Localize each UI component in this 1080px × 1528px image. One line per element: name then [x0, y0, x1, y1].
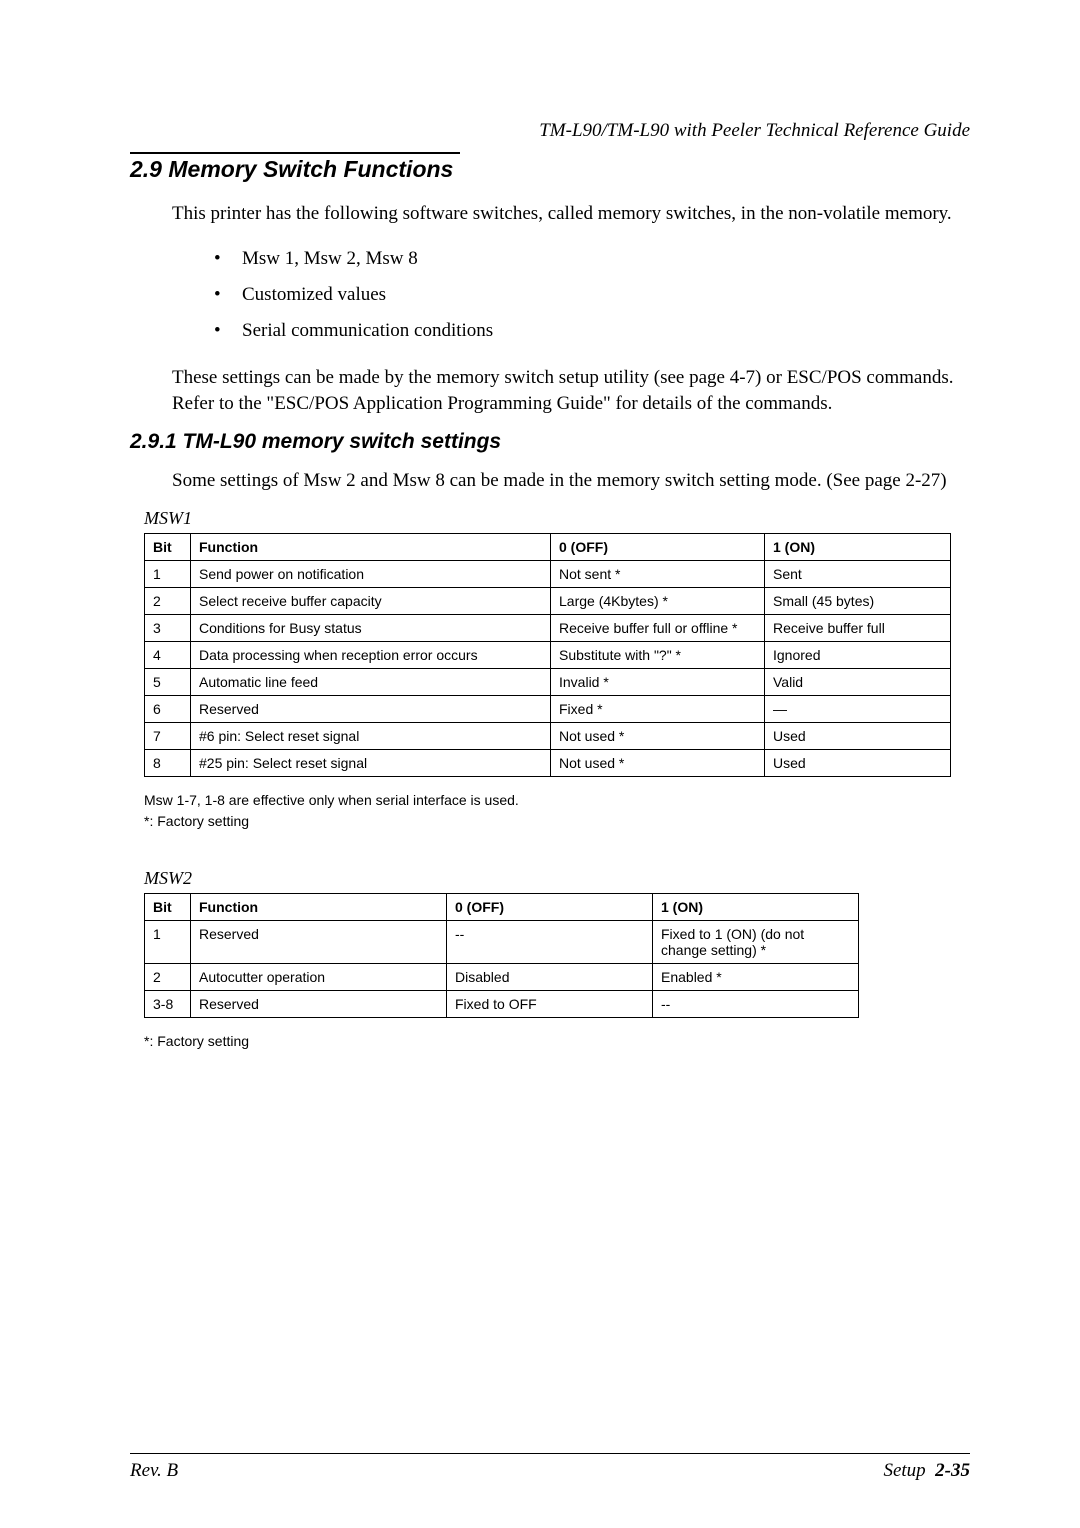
cell: 7 — [145, 722, 191, 749]
cell: Not used * — [551, 749, 765, 776]
cell: -- — [447, 921, 653, 964]
footnote-msw1-b: *: Factory setting — [144, 812, 970, 832]
cell: Invalid * — [551, 668, 765, 695]
page: TM-L90/TM-L90 with Peeler Technical Refe… — [0, 0, 1080, 1528]
col-header-off: 0 (OFF) — [447, 894, 653, 921]
footnote-msw2: *: Factory setting — [144, 1032, 970, 1052]
table-row: 2 Autocutter operation Disabled Enabled … — [145, 964, 859, 991]
table-row: 6 Reserved Fixed * — — [145, 695, 951, 722]
cell: Data processing when reception error occ… — [191, 641, 551, 668]
subsection-title: 2.9.1 TM-L90 memory switch settings — [130, 430, 970, 454]
page-footer: Rev. B Setup 2-35 — [130, 1453, 970, 1482]
cell: Large (4Kbytes) * — [551, 587, 765, 614]
col-header-on: 1 (ON) — [653, 894, 859, 921]
table-body-msw1: 1 Send power on notification Not sent * … — [145, 560, 951, 776]
cell: Autocutter operation — [191, 964, 447, 991]
cell: Reserved — [191, 695, 551, 722]
cell: Not sent * — [551, 560, 765, 587]
footnote-msw1-a: Msw 1-7, 1-8 are effective only when ser… — [144, 791, 970, 811]
cell: Small (45 bytes) — [765, 587, 951, 614]
table-row: 1 Send power on notification Not sent * … — [145, 560, 951, 587]
table-row: 1 Reserved -- Fixed to 1 (ON) (do not ch… — [145, 921, 859, 964]
cell: Send power on notification — [191, 560, 551, 587]
table-row: 3-8 Reserved Fixed to OFF -- — [145, 991, 859, 1018]
cell: -- — [653, 991, 859, 1018]
cell: Conditions for Busy status — [191, 614, 551, 641]
table-row: 3 Conditions for Busy status Receive buf… — [145, 614, 951, 641]
col-header-bit: Bit — [145, 533, 191, 560]
table-msw1: Bit Function 0 (OFF) 1 (ON) 1 Send power… — [144, 533, 951, 777]
col-header-function: Function — [191, 894, 447, 921]
footer-chapter: Setup — [883, 1460, 925, 1481]
cell: Select receive buffer capacity — [191, 587, 551, 614]
table-label-msw1: MSW1 — [144, 508, 970, 529]
table-row: 4 Data processing when reception error o… — [145, 641, 951, 668]
footer-page: Setup 2-35 — [883, 1460, 970, 1482]
intro-paragraph: This printer has the following software … — [172, 201, 970, 227]
table-body-msw2: 1 Reserved -- Fixed to 1 (ON) (do not ch… — [145, 921, 859, 1018]
cell: Used — [765, 749, 951, 776]
cell: #25 pin: Select reset signal — [191, 749, 551, 776]
header-reference: TM-L90/TM-L90 with Peeler Technical Refe… — [130, 120, 970, 142]
cell: 6 — [145, 695, 191, 722]
col-header-bit: Bit — [145, 894, 191, 921]
cell: Valid — [765, 668, 951, 695]
cell: Automatic line feed — [191, 668, 551, 695]
bullet-list: Msw 1, Msw 2, Msw 8 Customized values Se… — [214, 241, 970, 349]
cell: 3 — [145, 614, 191, 641]
cell: Used — [765, 722, 951, 749]
footer-revision: Rev. B — [130, 1460, 178, 1482]
table-row: 8 #25 pin: Select reset signal Not used … — [145, 749, 951, 776]
bullet-item: Serial communication conditions — [214, 313, 970, 349]
cell: — — [765, 695, 951, 722]
cell: Not used * — [551, 722, 765, 749]
cell: 2 — [145, 964, 191, 991]
section-rule — [130, 152, 460, 154]
table-header-row: Bit Function 0 (OFF) 1 (ON) — [145, 894, 859, 921]
bullet-item: Msw 1, Msw 2, Msw 8 — [214, 241, 970, 277]
cell: 1 — [145, 921, 191, 964]
cell: Disabled — [447, 964, 653, 991]
footer-pagenum: 2-35 — [935, 1460, 970, 1481]
col-header-on: 1 (ON) — [765, 533, 951, 560]
cell: Reserved — [191, 921, 447, 964]
cell: #6 pin: Select reset signal — [191, 722, 551, 749]
table-row: 7 #6 pin: Select reset signal Not used *… — [145, 722, 951, 749]
col-header-off: 0 (OFF) — [551, 533, 765, 560]
cell: Fixed to 1 (ON) (do not change setting) … — [653, 921, 859, 964]
cell: Substitute with "?" * — [551, 641, 765, 668]
table-row: 2 Select receive buffer capacity Large (… — [145, 587, 951, 614]
cell: Enabled * — [653, 964, 859, 991]
section-title: 2.9 Memory Switch Functions — [130, 156, 970, 183]
table-header-row: Bit Function 0 (OFF) 1 (ON) — [145, 533, 951, 560]
cell: 4 — [145, 641, 191, 668]
table-label-msw2: MSW2 — [144, 868, 970, 889]
cell: 5 — [145, 668, 191, 695]
cell: Sent — [765, 560, 951, 587]
table-msw2: Bit Function 0 (OFF) 1 (ON) 1 Reserved -… — [144, 893, 859, 1018]
cell: Receive buffer full — [765, 614, 951, 641]
cell: 1 — [145, 560, 191, 587]
cell: 8 — [145, 749, 191, 776]
cell: 2 — [145, 587, 191, 614]
paragraph-settings: These settings can be made by the memory… — [172, 365, 970, 416]
table-row: 5 Automatic line feed Invalid * Valid — [145, 668, 951, 695]
cell: Reserved — [191, 991, 447, 1018]
cell: Fixed to OFF — [447, 991, 653, 1018]
cell: Ignored — [765, 641, 951, 668]
subsection-paragraph: Some settings of Msw 2 and Msw 8 can be … — [172, 468, 970, 494]
bullet-item: Customized values — [214, 277, 970, 313]
col-header-function: Function — [191, 533, 551, 560]
cell: 3-8 — [145, 991, 191, 1018]
cell: Receive buffer full or offline * — [551, 614, 765, 641]
cell: Fixed * — [551, 695, 765, 722]
